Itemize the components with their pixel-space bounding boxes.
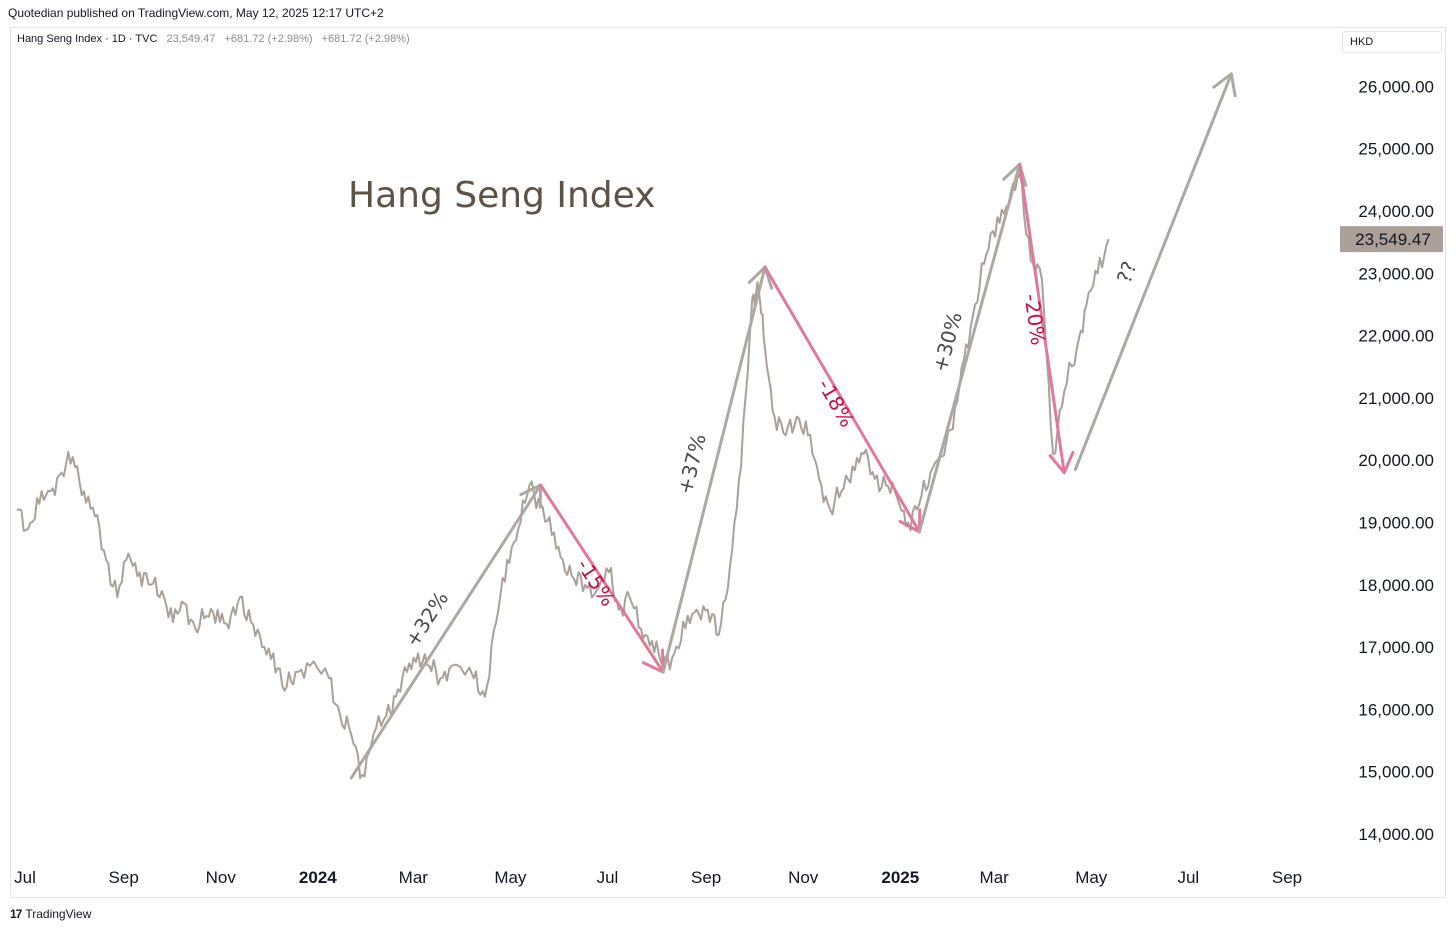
- x-axis: Jul Sep Nov 2024 Mar May Jul Sep Nov 2025 Mar May Ju…: [14, 868, 1302, 887]
- annotation-arrow-up: [661, 265, 767, 674]
- annotation-label-down: -20%: [1019, 292, 1050, 347]
- change-value: +681.72 (+2.98%): [224, 33, 313, 45]
- annotation-label-down: -18%: [813, 375, 860, 432]
- annotation-label-up: +32%: [400, 587, 453, 651]
- annotation-arrowhead: [1048, 450, 1075, 475]
- y-tick-label: 23,000.00: [1358, 264, 1434, 283]
- x-tick-label: Sep: [109, 868, 139, 887]
- annotation-label-up: +37%: [673, 431, 711, 496]
- tradingview-logo-icon: 17: [10, 907, 22, 921]
- annotation-arrow-up: [349, 483, 543, 780]
- annotation-label-up: ??: [1112, 258, 1142, 286]
- published-caption: Quotedian published on TradingView.com, …: [8, 6, 384, 20]
- annotation-label-up: +30%: [928, 309, 967, 374]
- currency-selector[interactable]: HKD: [1342, 31, 1442, 53]
- x-tick-label: May: [494, 868, 527, 887]
- x-tick-label: Jul: [597, 868, 619, 887]
- x-tick-label: 2024: [299, 868, 337, 887]
- annotation-arrow-down: [763, 265, 921, 534]
- y-tick-label: 16,000.00: [1358, 700, 1434, 719]
- chart-title: Hang Seng Index: [348, 175, 655, 216]
- x-tick-label: Sep: [1272, 868, 1302, 887]
- symbol-name: Hang Seng Index · 1D · TVC: [17, 33, 158, 45]
- last-value: 23,549.47: [166, 33, 216, 45]
- y-tick-label: 17,000.00: [1358, 638, 1434, 657]
- symbol-legend[interactable]: Hang Seng Index · 1D · TVC 23,549.47 +68…: [17, 33, 410, 45]
- x-tick-label: Sep: [691, 868, 721, 887]
- x-tick-label: 2025: [881, 868, 919, 887]
- y-tick-label: 15,000.00: [1358, 763, 1434, 782]
- x-tick-label: Jul: [1177, 868, 1199, 887]
- x-tick-label: Jul: [14, 868, 36, 887]
- x-tick-label: Nov: [788, 868, 819, 887]
- annotation-arrow-down: [539, 483, 665, 674]
- x-tick-label: Nov: [206, 868, 237, 887]
- annotation-arrow-up: [1073, 72, 1233, 472]
- change-value-secondary: +681.72 (+2.98%): [321, 33, 410, 45]
- y-tick-label: 20,000.00: [1358, 451, 1434, 470]
- annotation-arrowhead: [1212, 72, 1237, 98]
- y-tick-label: 24,000.00: [1358, 202, 1434, 221]
- annotation-arrow-up: [917, 162, 1022, 534]
- y-tick-label: 22,000.00: [1358, 327, 1434, 346]
- y-tick-label: 19,000.00: [1358, 514, 1434, 533]
- y-tick-label: 14,000.00: [1358, 825, 1434, 844]
- last-price-text: 23,549.47: [1355, 230, 1431, 249]
- y-tick-label: 21,000.00: [1358, 389, 1434, 408]
- last-price-label: 23,549.47: [1340, 226, 1443, 253]
- y-axis: 14,000.00 15,000.00 16,000.00 17,000.00 18,0…: [1358, 77, 1434, 844]
- annotation-arrow-down: [1018, 162, 1066, 475]
- footer-brand[interactable]: 17 TradingView: [10, 907, 91, 921]
- chart-frame: [10, 27, 1446, 898]
- footer-brand-label: TradingView: [25, 907, 92, 921]
- x-tick-label: Mar: [980, 868, 1010, 887]
- y-tick-label: 25,000.00: [1358, 140, 1434, 159]
- x-tick-label: May: [1075, 868, 1108, 887]
- x-tick-label: Mar: [399, 868, 429, 887]
- y-tick-label: 26,000.00: [1358, 77, 1434, 96]
- y-tick-label: 18,000.00: [1358, 576, 1434, 595]
- series-line-hang-seng: [16, 172, 1110, 780]
